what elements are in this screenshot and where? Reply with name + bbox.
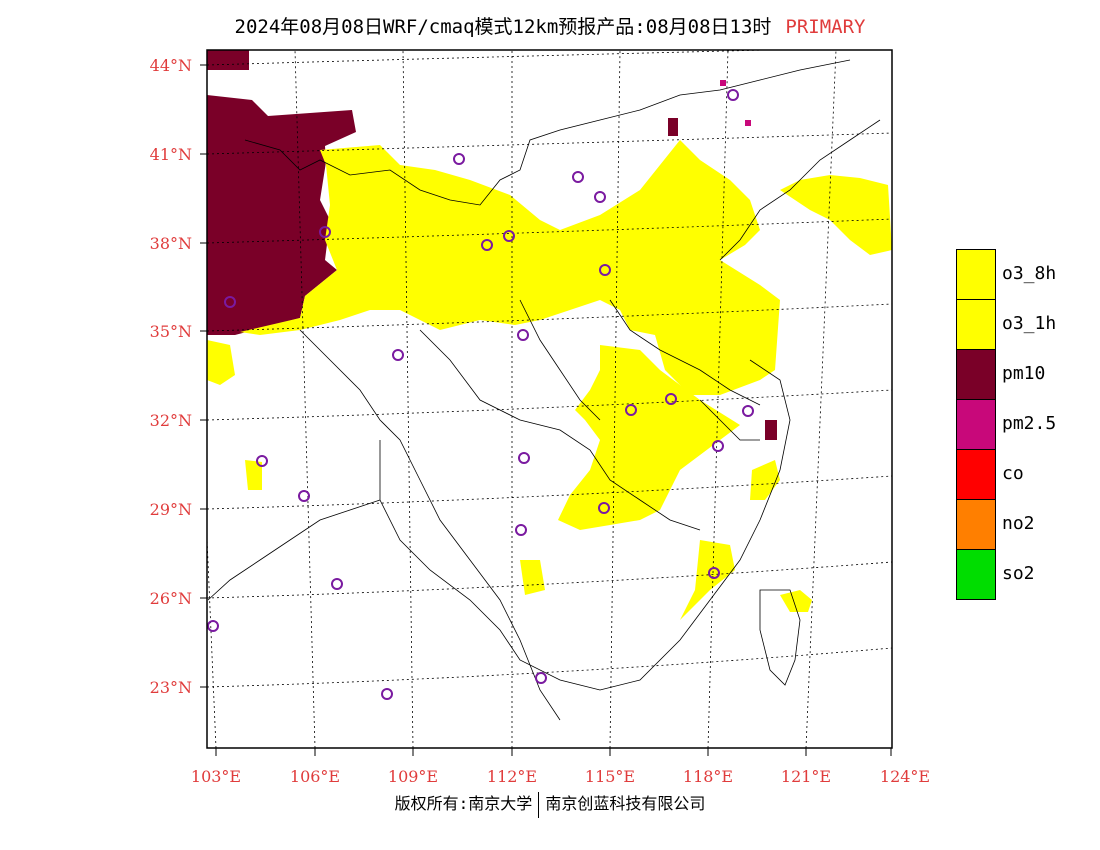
site-marker [708, 567, 720, 579]
site-marker [453, 153, 465, 165]
site-marker [535, 672, 547, 684]
legend-swatch [956, 399, 996, 449]
pm10-area-northwest [207, 95, 356, 335]
legend-item-so2: so2 [956, 549, 1096, 600]
copyright-left: 版权所有:南京大学 [394, 794, 533, 813]
lon-label: 121°E [781, 767, 831, 786]
site-marker [742, 405, 754, 417]
o3-area-southeast [680, 540, 735, 620]
legend-item-o3_1h: o3_1h [956, 299, 1096, 349]
legend-label: o3_8h [1002, 263, 1057, 284]
o3-area-south [750, 460, 780, 500]
site-marker [503, 230, 515, 242]
province-boundaries [207, 59, 881, 721]
o3-area-central [558, 345, 740, 530]
footer: 版权所有:南京大学 南京创蓝科技有限公司 [0, 790, 1100, 818]
site-marker [298, 490, 310, 502]
lat-label: 32°N [150, 411, 192, 430]
legend-swatch [956, 449, 996, 499]
legend-swatch [956, 349, 996, 399]
lat-label: 23°N [150, 678, 192, 697]
pollutant-areas [207, 50, 892, 620]
legend-swatch [956, 499, 996, 549]
site-marker [319, 226, 331, 238]
legend: o3_8h o3_1h pm10 pm2.5 co no2 so2 [956, 249, 1096, 600]
site-marker [518, 452, 530, 464]
legend-label: no2 [1002, 513, 1035, 534]
o3-area-east-coast [780, 175, 892, 255]
lon-label: 106°E [290, 767, 340, 786]
legend-label: co [1002, 463, 1024, 484]
o3-area-sw-patch [245, 460, 262, 490]
legend-item-pm2-5: pm2.5 [956, 399, 1096, 449]
legend-label: pm2.5 [1002, 413, 1057, 434]
site-marker [598, 502, 610, 514]
legend-label: pm10 [1002, 363, 1046, 384]
site-marker [207, 620, 219, 632]
legend-item-no2: no2 [956, 499, 1096, 549]
site-marker [224, 296, 236, 308]
copyright-right: 南京创蓝科技有限公司 [545, 794, 706, 813]
site-marker [665, 393, 677, 405]
site-marker [625, 404, 637, 416]
legend-item-co: co [956, 449, 1096, 499]
legend-swatch [956, 249, 996, 299]
o3-area-mid-patch [520, 560, 545, 595]
site-marker [712, 440, 724, 452]
legend-swatch [956, 299, 996, 349]
lat-label: 35°N [150, 322, 192, 341]
legend-item-o3_8h: o3_8h [956, 249, 1096, 299]
lon-label: 103°E [191, 767, 241, 786]
lat-label: 29°N [150, 500, 192, 519]
title-main: 2024年08月08日WRF/cmaq模式12km预报产品:08月08日13时 [234, 16, 772, 38]
site-marker [572, 171, 584, 183]
axis-ticks [200, 64, 892, 756]
o3-area-taiwan [780, 590, 812, 612]
lat-label: 26°N [150, 589, 192, 608]
lon-label: 112°E [487, 767, 537, 786]
site-marker [594, 191, 606, 203]
lat-label: 38°N [150, 234, 192, 253]
pm10-area-top [207, 50, 249, 70]
map-frame [206, 49, 893, 749]
site-marker [392, 349, 404, 361]
lat-label: 44°N [150, 56, 192, 75]
lat-label: 41°N [150, 145, 192, 164]
lon-label: 118°E [683, 767, 733, 786]
lon-label: 109°E [388, 767, 438, 786]
legend-label: so2 [1002, 563, 1035, 584]
site-marker [599, 264, 611, 276]
title-tag: PRIMARY [785, 16, 866, 38]
site-marker [481, 239, 493, 251]
legend-swatch [956, 549, 996, 600]
pm25-spot [720, 80, 726, 86]
lon-label: 124°E [880, 767, 930, 786]
site-marker [256, 455, 268, 467]
site-marker [381, 688, 393, 700]
map-title: 2024年08月08日WRF/cmaq模式12km预报产品:08月08日13时 P… [0, 12, 1100, 39]
site-marker [515, 524, 527, 536]
legend-item-pm10: pm10 [956, 349, 1096, 399]
pm10-spot-north [668, 118, 678, 136]
o3-area-north-band [240, 140, 780, 395]
lon-label: 115°E [585, 767, 635, 786]
legend-label: o3_1h [1002, 313, 1057, 334]
monitoring-sites [207, 89, 754, 700]
site-marker [331, 578, 343, 590]
graticule [207, 50, 892, 748]
footer-separator [538, 791, 540, 818]
pm25-spot-2 [745, 120, 751, 126]
o3-area-west-patch [207, 340, 235, 385]
pm10-spot-coast [765, 420, 777, 440]
site-marker [727, 89, 739, 101]
site-marker [517, 329, 529, 341]
